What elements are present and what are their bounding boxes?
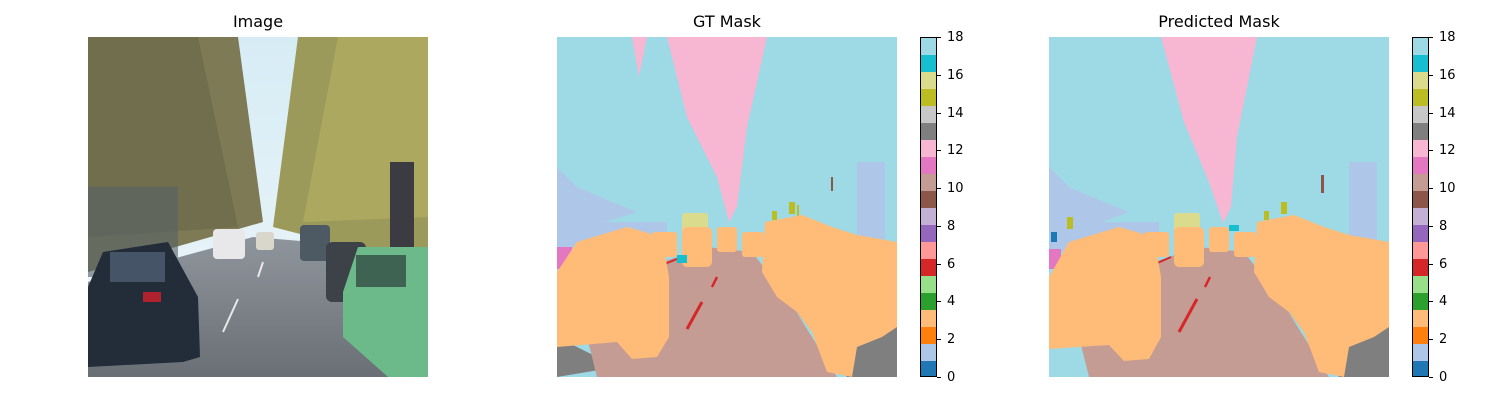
colorbar-segment	[921, 327, 936, 344]
colorbar-tick-label: 14	[1439, 105, 1456, 121]
colorbar-tick-mark	[937, 263, 941, 265]
colorbar-tick-mark	[937, 150, 941, 152]
colorbar-segment	[921, 123, 936, 140]
colorbar-tick-label: 12	[947, 143, 964, 159]
colorbar-segment	[1413, 89, 1428, 106]
colorbar-tick-label: 16	[1439, 67, 1456, 83]
colorbar-tick-mark	[1429, 188, 1433, 190]
colorbar-tick-mark	[1429, 263, 1433, 265]
street-photo	[88, 37, 428, 377]
colorbar-tick-label: 0	[1439, 370, 1448, 385]
colorbar-tick-label: 18	[947, 30, 964, 45]
colorbar-tick-mark	[937, 301, 941, 303]
colorbar-tick-label: 8	[1439, 218, 1448, 234]
colorbar-tick-mark	[937, 37, 941, 38]
colorbar-segment	[921, 310, 936, 327]
colorbar-tick-label: 6	[947, 256, 956, 272]
colorbar-segment	[921, 72, 936, 89]
colorbar-tick-label: 6	[1439, 256, 1448, 272]
colorbar-tick-mark	[1429, 377, 1433, 378]
colorbar-tick-label: 14	[947, 105, 964, 121]
predicted-mask-drawing	[1049, 37, 1389, 377]
colorbar-segment	[921, 361, 936, 376]
colorbar-segment	[1413, 208, 1428, 225]
colorbar-tick-label: 0	[947, 370, 956, 385]
pred-colorbar-fill	[1413, 38, 1428, 376]
colorbar-segment	[1413, 344, 1428, 361]
colorbar-tick-label: 2	[1439, 332, 1448, 348]
colorbar-tick-label: 4	[1439, 294, 1448, 310]
colorbar-tick-label: 8	[947, 218, 956, 234]
colorbar-segment	[921, 344, 936, 361]
colorbar-tick-mark	[1429, 74, 1433, 76]
colorbar-segment	[921, 225, 936, 242]
colorbar-tick-label: 2	[947, 332, 956, 348]
colorbar-tick-mark	[937, 74, 941, 76]
gt-mask-drawing	[557, 37, 897, 377]
colorbar-segment	[1413, 55, 1428, 72]
colorbar-segment	[1413, 123, 1428, 140]
colorbar-segment	[1413, 191, 1428, 208]
colorbar-segment	[921, 89, 936, 106]
colorbar-segment	[1413, 174, 1428, 191]
gt-mask-panel-title: GT Mask	[693, 12, 761, 31]
colorbar-segment	[1413, 242, 1428, 259]
gt-colorbar-fill	[921, 38, 936, 376]
colorbar-segment	[921, 140, 936, 157]
colorbar-tick-mark	[937, 225, 941, 227]
colorbar-tick-mark	[1429, 37, 1433, 38]
image-panel-title: Image	[232, 12, 284, 31]
colorbar-segment	[1413, 106, 1428, 123]
colorbar-segment	[921, 106, 936, 123]
colorbar-segment	[1413, 72, 1428, 89]
colorbar-tick-mark	[937, 377, 941, 378]
colorbar-segment	[1413, 293, 1428, 310]
colorbar-tick-mark	[1429, 112, 1433, 114]
colorbar-tick-label: 10	[1439, 181, 1456, 197]
colorbar-segment	[1413, 225, 1428, 242]
colorbar-segment	[921, 276, 936, 293]
gt-mask	[557, 37, 897, 377]
colorbar-segment	[921, 55, 936, 72]
colorbar-segment	[1413, 259, 1428, 276]
colorbar-tick-label: 18	[1439, 30, 1456, 45]
colorbar-segment	[1413, 38, 1428, 55]
colorbar-tick-label: 16	[947, 67, 964, 83]
colorbar-tick-mark	[937, 339, 941, 341]
colorbar-segment	[1413, 276, 1428, 293]
colorbar-segment	[921, 259, 936, 276]
colorbar-segment	[921, 208, 936, 225]
colorbar-segment	[921, 174, 936, 191]
colorbar-segment	[921, 293, 936, 310]
street-photo-drawing	[88, 37, 428, 377]
pred-colorbar	[1412, 37, 1429, 377]
colorbar-segment	[921, 157, 936, 174]
colorbar-tick-label: 4	[947, 294, 956, 310]
colorbar-tick-mark	[937, 112, 941, 114]
gt-colorbar	[920, 37, 937, 377]
colorbar-segment	[921, 191, 936, 208]
colorbar-segment	[1413, 310, 1428, 327]
colorbar-segment	[1413, 157, 1428, 174]
colorbar-segment	[921, 242, 936, 259]
colorbar-segment	[921, 38, 936, 55]
colorbar-tick-label: 10	[947, 181, 964, 197]
colorbar-tick-mark	[1429, 301, 1433, 303]
colorbar-tick-mark	[937, 188, 941, 190]
colorbar-segment	[1413, 140, 1428, 157]
pred-mask-panel-title: Predicted Mask	[1158, 12, 1280, 31]
colorbar-tick-mark	[1429, 225, 1433, 227]
colorbar-tick-label: 12	[1439, 143, 1456, 159]
predicted-mask	[1049, 37, 1389, 377]
colorbar-segment	[1413, 327, 1428, 344]
colorbar-tick-mark	[1429, 339, 1433, 341]
colorbar-tick-mark	[1429, 150, 1433, 152]
colorbar-segment	[1413, 361, 1428, 376]
